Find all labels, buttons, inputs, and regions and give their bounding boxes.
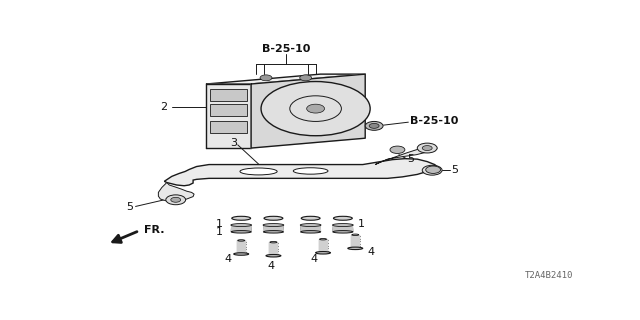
- Ellipse shape: [232, 216, 251, 220]
- Text: 1: 1: [215, 219, 222, 229]
- Text: 1: 1: [215, 227, 222, 237]
- Text: 4: 4: [268, 261, 275, 271]
- Ellipse shape: [264, 216, 283, 220]
- Polygon shape: [251, 74, 365, 148]
- Text: 5: 5: [408, 154, 414, 164]
- Ellipse shape: [301, 216, 320, 220]
- Ellipse shape: [237, 240, 244, 241]
- Ellipse shape: [264, 231, 284, 233]
- Text: FR.: FR.: [145, 225, 165, 235]
- Ellipse shape: [293, 168, 328, 174]
- Polygon shape: [333, 225, 353, 232]
- Polygon shape: [164, 159, 437, 186]
- Ellipse shape: [231, 231, 251, 233]
- FancyBboxPatch shape: [211, 104, 247, 116]
- Polygon shape: [158, 182, 194, 201]
- Circle shape: [365, 121, 383, 130]
- Text: 5: 5: [451, 165, 458, 175]
- Text: 5: 5: [127, 202, 134, 212]
- Ellipse shape: [231, 224, 252, 227]
- Text: 2: 2: [159, 102, 167, 112]
- Text: 1: 1: [358, 220, 365, 229]
- Ellipse shape: [300, 224, 321, 227]
- Circle shape: [422, 165, 442, 175]
- Circle shape: [171, 197, 180, 202]
- Ellipse shape: [234, 253, 249, 255]
- Polygon shape: [237, 240, 245, 254]
- Ellipse shape: [352, 234, 359, 236]
- Ellipse shape: [266, 254, 281, 257]
- Text: B-25-10: B-25-10: [410, 116, 458, 126]
- Text: 4: 4: [224, 254, 231, 264]
- Polygon shape: [207, 74, 365, 84]
- FancyBboxPatch shape: [211, 89, 247, 101]
- Ellipse shape: [333, 231, 353, 233]
- Text: 4: 4: [367, 246, 375, 257]
- Ellipse shape: [301, 231, 321, 233]
- FancyBboxPatch shape: [211, 121, 247, 133]
- Ellipse shape: [316, 252, 330, 254]
- Text: T2A4B2410: T2A4B2410: [525, 271, 573, 280]
- Polygon shape: [301, 225, 321, 232]
- Ellipse shape: [319, 238, 326, 240]
- Ellipse shape: [240, 168, 277, 175]
- Circle shape: [426, 166, 440, 173]
- Ellipse shape: [270, 241, 277, 243]
- Circle shape: [261, 82, 370, 136]
- Polygon shape: [375, 147, 437, 164]
- Circle shape: [307, 104, 324, 113]
- Text: B-25-10: B-25-10: [262, 44, 310, 54]
- Circle shape: [422, 146, 432, 150]
- Text: 4: 4: [310, 254, 317, 264]
- Polygon shape: [351, 235, 359, 248]
- Circle shape: [428, 168, 437, 173]
- Polygon shape: [319, 239, 327, 253]
- Ellipse shape: [348, 247, 363, 250]
- Circle shape: [417, 143, 437, 153]
- Polygon shape: [231, 225, 251, 232]
- Circle shape: [390, 146, 405, 154]
- Circle shape: [166, 195, 186, 205]
- Circle shape: [260, 75, 272, 81]
- Polygon shape: [264, 225, 284, 232]
- Polygon shape: [269, 242, 277, 256]
- Circle shape: [300, 75, 312, 81]
- Ellipse shape: [333, 216, 352, 220]
- Text: 3: 3: [230, 138, 237, 148]
- Ellipse shape: [263, 224, 284, 227]
- Polygon shape: [207, 84, 251, 148]
- Circle shape: [369, 124, 379, 128]
- Ellipse shape: [333, 224, 353, 227]
